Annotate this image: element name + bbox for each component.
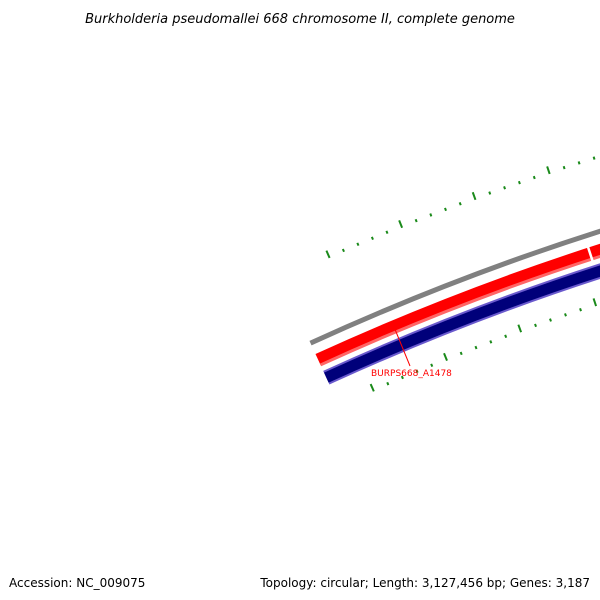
minor-tick: [504, 334, 508, 339]
accession-text: Accession: NC_009075: [9, 576, 146, 590]
major-tick: [443, 352, 448, 361]
minor-tick: [562, 165, 566, 170]
minor-tick: [474, 345, 478, 350]
genome-summary-text: Topology: circular; Length: 3,127,456 bp…: [260, 576, 590, 590]
gene-boundary-marker: [586, 245, 594, 262]
major-tick: [325, 250, 331, 259]
minor-tick: [414, 218, 418, 223]
gene-label-leader: [391, 321, 411, 367]
minor-tick: [341, 248, 345, 253]
minor-tick: [532, 175, 536, 180]
inner-tick-ring: [369, 298, 598, 392]
minor-tick: [430, 363, 434, 367]
minor-tick: [386, 381, 390, 386]
minor-tick: [370, 236, 374, 240]
minor-tick: [489, 340, 493, 344]
major-tick: [592, 298, 598, 307]
minor-tick: [579, 307, 582, 312]
minor-tick: [488, 191, 492, 195]
major-tick: [369, 383, 375, 392]
minor-tick: [459, 351, 463, 356]
minor-tick: [385, 230, 389, 235]
forward-gene-highlight: [319, 254, 600, 367]
map-title: Burkholderia pseudomallei 668 chromosome…: [85, 12, 515, 27]
major-tick: [471, 191, 477, 201]
minor-tick: [400, 375, 404, 380]
minor-tick: [503, 186, 507, 190]
major-tick: [517, 324, 523, 333]
major-tick: [398, 219, 404, 229]
minor-tick: [458, 202, 462, 206]
gene-label[interactable]: BURPS668_A1478: [371, 369, 452, 379]
minor-tick: [429, 213, 433, 217]
minor-tick: [517, 180, 521, 185]
minor-tick: [534, 323, 537, 328]
minor-tick: [356, 242, 360, 247]
minor-tick: [577, 161, 581, 165]
major-tick: [546, 166, 551, 175]
minor-tick: [415, 369, 419, 374]
minor-tick: [564, 313, 567, 317]
minor-tick: [444, 207, 447, 212]
minor-tick: [549, 318, 552, 322]
outer-tick-ring: 1383 kbp1384 kbp1385 kbp1386 kbp1387 kbp…: [325, 156, 596, 259]
minor-tick: [592, 156, 596, 160]
